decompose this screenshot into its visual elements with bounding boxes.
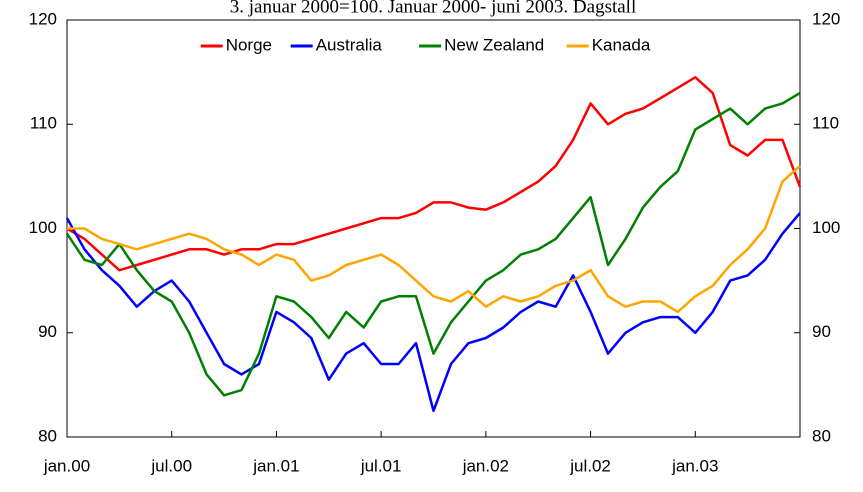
legend-label: Norge <box>226 35 272 54</box>
y2-tick-label: 120 <box>812 9 840 28</box>
y2-tick-label: 100 <box>812 218 840 237</box>
y2-tick-label: 80 <box>812 426 831 445</box>
x-tick-label: jan.01 <box>252 456 299 475</box>
y-tick-label: 80 <box>38 426 57 445</box>
legend-label: Kanada <box>592 35 651 54</box>
plot-frame <box>66 19 801 438</box>
series-line <box>65 91 801 397</box>
y-tick-label: 120 <box>29 9 57 28</box>
series-line <box>66 76 802 272</box>
x-tick-label: jan.00 <box>43 456 90 475</box>
series-line <box>67 164 801 314</box>
y-tick-label: 100 <box>29 218 57 237</box>
x-tick-label: jul.00 <box>150 456 192 475</box>
chart-title: 3. januar 2000=100. Januar 2000- juni 20… <box>230 0 636 17</box>
legend-label: New Zealand <box>444 35 544 54</box>
x-tick-label: jul.02 <box>569 456 611 475</box>
x-tick-label: jan.02 <box>462 456 509 475</box>
y-tick-label: 110 <box>30 114 57 133</box>
y2-tick-label: 110 <box>812 114 839 133</box>
legend-label: Australia <box>316 35 383 54</box>
y-tick-label: 90 <box>38 322 57 341</box>
y2-tick-label: 90 <box>812 322 831 341</box>
x-tick-label: jan.03 <box>671 456 718 475</box>
x-tick-label: jul.01 <box>360 456 402 475</box>
series-line <box>65 212 801 413</box>
